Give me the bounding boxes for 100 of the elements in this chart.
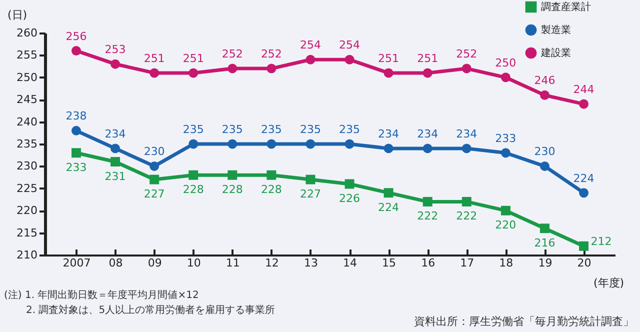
data-label: 226 [339,192,360,205]
data-label: 238 [66,110,87,123]
y-tick-label: 240 [16,115,38,128]
data-label: 251 [378,52,400,65]
point [462,196,472,206]
data-label: 216 [534,236,556,250]
data-label: 253 [104,43,126,56]
x-tick-label: 10 [186,256,201,270]
x-tick-label: 15 [382,256,396,270]
data-label: 224 [573,172,594,185]
x-tick-label: 19 [538,256,552,270]
y-tick-label: 260 [16,26,38,40]
y-tick-label: 215 [16,226,38,240]
point [266,139,276,149]
data-label: 233 [495,132,516,145]
x-tick-label: 14 [343,256,358,270]
data-label: 222 [417,210,438,223]
data-label: 230 [534,145,556,158]
data-label: 228 [182,183,204,196]
point [228,139,238,149]
x-tick-label: 17 [460,256,474,270]
point [71,126,81,136]
data-label: 234 [417,127,438,140]
data-label: 254 [339,38,360,52]
point [422,144,432,154]
y-tick-label: 225 [16,182,38,195]
data-label: 227 [144,188,165,201]
point [500,72,510,82]
data-label: 230 [144,145,165,158]
x-tick-label: 16 [421,256,436,270]
point [306,174,316,184]
text: 2. 調査対象は、5人以上の常用労働者を雇用する事業所 [25,304,276,318]
point [71,148,81,158]
point [71,46,81,56]
point [579,99,589,109]
point [150,68,160,78]
y-tick-label: 255 [16,48,38,62]
point [306,54,316,64]
data-label: 252 [456,48,478,61]
data-label: 251 [417,52,438,65]
point [540,224,550,234]
data-label: 244 [573,83,594,96]
data-label: 234 [104,127,126,140]
point [344,139,354,149]
data-label: 235 [260,123,282,136]
data-label: 256 [66,30,87,43]
y-tick-label: 250 [16,70,38,84]
data-label: 231 [104,170,126,183]
point [228,64,238,74]
point [540,90,550,100]
point [266,170,276,180]
point [579,241,589,251]
x-tick-label: 18 [499,256,514,270]
point [344,54,354,64]
x-tick-label: 11 [226,256,240,270]
point [188,139,198,149]
data-label: 250 [495,56,516,70]
point [150,174,160,184]
point [540,161,550,171]
data-label: 246 [534,74,556,88]
legend-label: 製造業 [541,24,571,36]
x-tick-label: 09 [148,256,162,270]
data-label: 251 [182,52,204,65]
text: (注) 1. 年間出勤日数＝年度平均月間値×12 [4,288,200,303]
point [306,139,316,149]
data-label: 224 [378,200,400,214]
point [462,64,472,74]
point [462,144,472,154]
point [188,68,198,78]
y-tick-label: 235 [16,138,38,150]
y-tick-label: 210 [16,248,38,262]
point [150,161,160,171]
y-tick-label: 230 [16,160,38,173]
data-label: 227 [300,188,321,201]
point [110,157,120,167]
text: 資料出所：厚生労働省「毎月勤労統計調査」 [414,314,634,329]
x-axis-title: (年度) [594,276,624,290]
point [384,188,394,198]
data-label: 254 [300,38,321,52]
legend-label: 調査産業計 [541,1,591,13]
legend-label: 建設業 [540,47,571,59]
data-label: 235 [300,123,321,136]
data-label: 220 [495,218,516,232]
point [422,68,432,78]
y-axis-title: (日) [8,8,28,22]
data-label: 234 [378,127,400,140]
point [384,144,394,154]
data-label: 251 [144,52,165,65]
point [344,179,354,189]
point [422,196,432,206]
data-label: 222 [456,210,478,223]
data-label: 228 [260,183,282,196]
x-tick-label: 13 [304,256,318,270]
point [110,144,120,154]
data-label: 233 [66,160,87,174]
point [188,170,198,180]
data-label: 252 [260,48,282,61]
point [500,206,510,216]
data-label: 252 [222,48,243,61]
data-label: 235 [339,123,360,136]
